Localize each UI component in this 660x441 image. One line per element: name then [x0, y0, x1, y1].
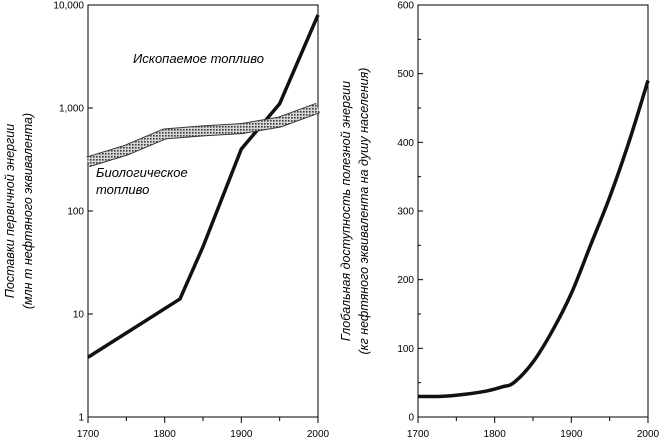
y-tick-label: 10,000 [53, 1, 84, 12]
biofuel-label: Биологическое [96, 165, 188, 180]
y-tick-label: 400 [397, 138, 414, 149]
y-axis-label: Глобальная доступность полезной энергии [339, 81, 353, 341]
x-tick-label: 1900 [560, 429, 583, 440]
fossil-fuel-line [87, 14, 320, 359]
y-tick-label: 500 [397, 69, 414, 80]
y-tick-label: 0 [408, 413, 414, 424]
fossil-fuel-label: Ископаемое топливо [133, 51, 264, 66]
y-axis-label: (кг нефтяного эквивалента на душу населе… [357, 68, 371, 355]
y-axis-label: Поставки первичной энергии [3, 124, 17, 298]
x-tick-label: 1800 [154, 429, 177, 440]
plot-frame [417, 4, 649, 418]
y-tick-label: 1 [78, 413, 84, 424]
x-tick-label: 1700 [77, 429, 100, 440]
biofuel-band [86, 103, 320, 167]
y-tick-label: 300 [397, 207, 414, 218]
x-tick-label: 1900 [230, 429, 253, 440]
biofuel-label: топливо [96, 182, 149, 197]
y-tick-label: 100 [397, 344, 414, 355]
y-tick-label: 10 [73, 310, 85, 321]
x-tick-label: 1800 [484, 429, 507, 440]
y-tick-label: 200 [397, 275, 414, 286]
y-tick-label: 100 [67, 207, 84, 218]
chart-1: 1700 1800 1900 2000 1 10 100 1,000 10,000 Поставк… [3, 1, 330, 441]
x-tick-label: 2000 [307, 429, 330, 440]
y-axis-label: (млн т нефтяного эквивалента) [21, 113, 35, 309]
y-tick-label: 1,000 [59, 104, 84, 115]
x-tick-label: 2000 [637, 429, 660, 440]
chart-2: 1700 1800 1900 2000 0 100 200 300 400 500 600 Глоба… [339, 1, 660, 441]
x-tick-label: 1700 [407, 429, 430, 440]
y-tick-label: 600 [397, 1, 414, 12]
per-capita-energy-line [417, 80, 650, 399]
plot-frame [87, 4, 319, 418]
